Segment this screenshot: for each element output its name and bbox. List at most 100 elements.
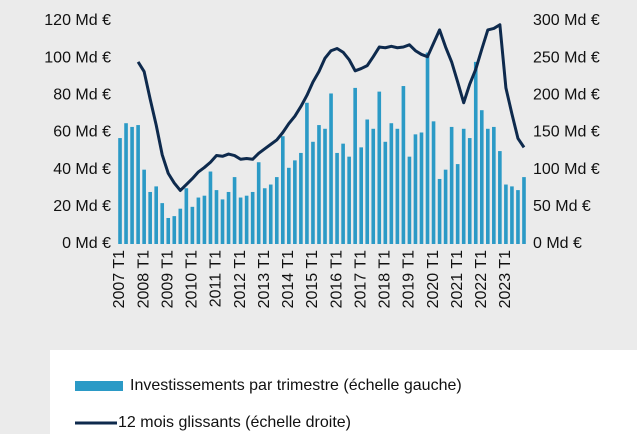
bar: [437, 178, 442, 244]
bar: [196, 197, 201, 244]
bar: [220, 199, 225, 244]
legend-label: Investissements par trimestre (échelle g…: [130, 377, 462, 394]
bar: [383, 141, 388, 244]
bar: [371, 128, 376, 244]
bar: [425, 52, 430, 244]
x-tick-label: 2021 T1: [449, 250, 466, 309]
bar: [202, 195, 207, 244]
bar: [136, 125, 140, 244]
x-tick-label: 2019 T1: [401, 250, 418, 309]
bar: [341, 143, 345, 244]
bar: [431, 121, 436, 244]
bar: [401, 86, 406, 245]
bar: [124, 123, 128, 244]
bar: [479, 110, 484, 244]
y-tick-label: 120 Md €: [44, 12, 111, 29]
bar: [504, 184, 508, 244]
bar: [262, 188, 267, 244]
x-tick-label: 2023 T1: [497, 250, 514, 309]
bar: [154, 186, 158, 244]
y2-tick-label: 50 Md €: [533, 198, 591, 215]
bar: [178, 208, 183, 244]
y-tick-label: 60 Md €: [53, 124, 111, 141]
bar: [214, 190, 219, 244]
bar: [208, 171, 213, 244]
bar: [166, 217, 171, 244]
x-tick-label: 2020 T1: [425, 250, 442, 309]
x-tick-label: 2016 T1: [328, 250, 345, 309]
bar: [449, 126, 454, 244]
bar: [443, 169, 448, 244]
x-tick-label: 2011 T1: [208, 250, 225, 307]
bar: [461, 128, 466, 244]
bar: [359, 147, 363, 244]
bar: [323, 128, 327, 244]
bar: [473, 61, 478, 245]
bar: [250, 191, 255, 244]
x-tick-label: 2013 T1: [256, 250, 273, 309]
bar: [299, 152, 303, 244]
bar: [184, 188, 189, 244]
bar: [317, 125, 321, 244]
bar: [377, 91, 382, 244]
bar: [311, 141, 315, 244]
bar: [305, 102, 309, 245]
x-tick-label: 2009 T1: [159, 250, 176, 309]
bar: [455, 164, 460, 244]
y2-tick-label: 200 Md €: [533, 87, 600, 104]
legend-swatch: [75, 381, 123, 391]
bar: [389, 123, 394, 244]
x-tick-label: 2017 T1: [352, 250, 369, 309]
bar: [335, 152, 339, 244]
bar: [148, 191, 152, 244]
y2-tick-label: 300 Md €: [533, 12, 600, 29]
bar: [142, 169, 146, 244]
bar: [238, 197, 243, 244]
bar: [365, 119, 370, 244]
bar: [226, 191, 231, 244]
x-tick-label: 2010 T1: [184, 250, 201, 309]
x-tick-label: 2018 T1: [377, 250, 394, 309]
x-tick-label: 2015 T1: [304, 250, 321, 309]
y-tick-label: 20 Md €: [53, 198, 111, 215]
legend-label: 12 mois glissants (échelle droite): [118, 414, 351, 431]
bar: [467, 138, 472, 244]
bar: [486, 128, 490, 244]
x-tick-label: 2012 T1: [232, 250, 249, 309]
bar: [256, 162, 261, 244]
legend-box: [50, 350, 637, 434]
y-tick-label: 40 Md €: [53, 161, 111, 178]
y2-tick-label: 0 Md €: [533, 235, 582, 252]
y2-tick-label: 100 Md €: [533, 161, 600, 178]
x-tick-label: 2014 T1: [280, 250, 297, 309]
x-tick-label: 2007 T1: [111, 250, 128, 309]
bar: [281, 136, 285, 244]
bar: [522, 177, 526, 244]
bar: [160, 203, 165, 244]
bar: [244, 195, 249, 244]
y-tick-label: 100 Md €: [44, 49, 111, 66]
y-tick-label: 80 Md €: [53, 87, 111, 104]
y2-tick-label: 250 Md €: [533, 49, 600, 66]
bar: [407, 156, 412, 244]
bar: [395, 128, 400, 244]
bar: [516, 190, 520, 244]
bar: [190, 206, 195, 244]
bar: [498, 151, 502, 244]
bar: [287, 167, 291, 244]
bar: [413, 134, 418, 244]
bar: [353, 87, 357, 245]
bar: [492, 126, 496, 244]
bar: [274, 177, 279, 244]
y2-tick-label: 150 Md €: [533, 124, 600, 141]
bar: [268, 184, 273, 244]
bar: [347, 156, 351, 244]
x-tick-label: 2022 T1: [473, 250, 490, 309]
bar: [329, 93, 333, 244]
bar: [130, 126, 134, 244]
line: [136, 23, 526, 192]
bar: [510, 186, 514, 244]
bar: [419, 132, 424, 244]
